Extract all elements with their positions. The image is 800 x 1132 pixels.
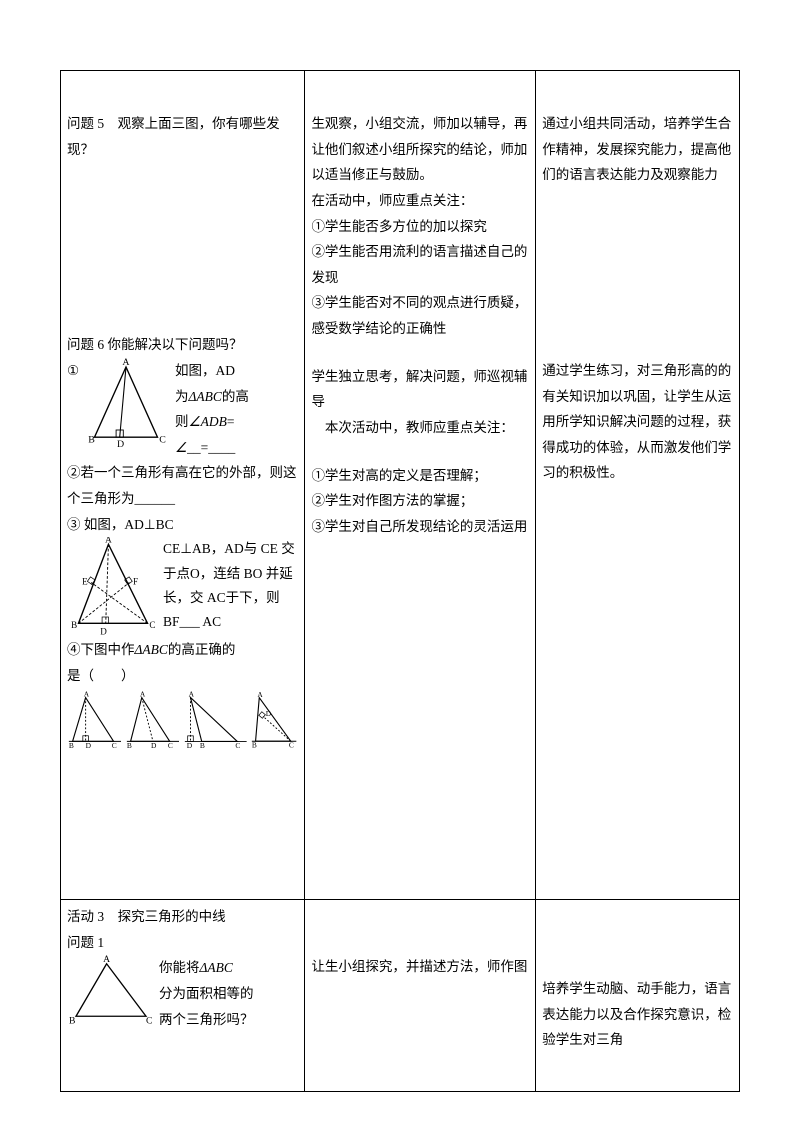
q6-item-2: ②若一个三角形有高在它的外部，则这个三角形为______ [67,460,298,511]
triangle-icon: A B C D [81,358,171,448]
svg-text:C: C [168,741,173,749]
option-b-icon: A B D C [125,689,181,749]
table-row: 问题 5 观察上面三图，你有哪些发现？ 问题 6 你能解决以下问题吗？ ① A … [61,71,740,900]
svg-text:A: A [105,537,112,544]
svg-text:B: B [69,1016,75,1026]
svg-text:B: B [127,741,132,749]
q1-block: A B C 你能将ΔABC 分为面积相等的 两个三角形吗？ [67,955,298,1032]
question-6: 问题 6 你能解决以下问题吗？ [67,332,298,358]
right-p1: 通过小组共同活动，培养学生合作精神，发展探究能力，提高他们的语言表达能力及观察能… [542,111,733,188]
lesson-plan-table: 问题 5 观察上面三图，你有哪些发现？ 问题 6 你能解决以下问题吗？ ① A … [60,70,740,1092]
mid-i3: ③学生能否对不同的观点进行质疑，感受数学结论的正确性 [311,290,529,341]
triangle-figure-1: A B C D [81,358,171,461]
mid2-i2: ②学生对作图方法的掌握； [311,488,529,514]
cell-mid-1: 生观察，小组交流，师加以辅导，再让他们叙述小组所探究的结论，师加以适当修正与鼓励… [305,71,536,900]
page: 问题 5 观察上面三图，你有哪些发现？ 问题 6 你能解决以下问题吗？ ① A … [0,0,800,1132]
question-5: 问题 5 观察上面三图，你有哪些发现？ [67,111,298,162]
svg-text:D: D [86,741,92,749]
mid2-p1: 学生独立思考，解决问题，师巡视辅导 [311,364,529,415]
svg-text:C: C [149,620,155,630]
svg-text:B: B [71,620,77,630]
svg-text:D: D [186,741,192,749]
q6-4-options: A B D C A B D C A D B [67,689,298,749]
svg-text:C: C [235,741,240,749]
svg-text:C: C [289,740,294,748]
mid-i2: ②学生能否用流利的语言描述自己的发现 [311,239,529,290]
mid-r2-p1: 让生小组探究，并描述方法，师作图 [311,954,529,980]
svg-text:F: F [133,577,138,587]
svg-text:B: B [69,741,74,749]
svg-text:A: A [140,689,146,698]
q6-item-4b: 是（ ） [67,663,298,689]
svg-text:C: C [159,435,166,446]
svg-text:A: A [122,358,130,368]
question-1: 问题 1 [67,930,298,956]
svg-text:A: A [103,955,110,965]
option-a-icon: A B D C [67,689,123,749]
q6-item-1: ① A B C D 如图，AD 为ΔABC的高 则∠ADB= ∠__=____ [67,358,298,461]
q6-item-3-fig: A B C D E F CE⊥AB，AD与 CE 交于点O，连结 BO 并延长，… [67,537,298,637]
svg-text:D: D [151,741,157,749]
svg-text:D: D [117,439,124,448]
mid-p1: 生观察，小组交流，师加以辅导，再让他们叙述小组所探究的结论，师加以适当修正与鼓励… [311,111,529,188]
mid2-i1: ①学生对高的定义是否理解； [311,463,529,489]
svg-text:B: B [252,740,257,748]
cell-left-2: 活动 3 探究三角形的中线 问题 1 A B C 你能将ΔABC 分为面积相等的… [61,900,305,1092]
triangle-figure-2: A B C D E F [67,537,159,637]
q6-1-num: ① [67,358,81,461]
cell-right-2: 培养学生动脑、动手能力，语言表达能力以及合作探究意识，检验学生对三角 [536,900,740,1092]
mid-p2: 在活动中，师应重点关注： [311,188,529,214]
cell-right-1: 通过小组共同活动，培养学生合作精神，发展探究能力，提高他们的语言表达能力及观察能… [536,71,740,900]
svg-text:E: E [82,577,88,587]
svg-text:A: A [84,689,90,698]
right-r2-p1: 培养学生动脑、动手能力，语言表达能力以及合作探究意识，检验学生对三角 [542,976,733,1053]
svg-text:D: D [100,627,107,637]
mid2-p2: 本次活动中，教师应重点关注： [311,415,529,441]
q6-item-4: ④下图中作ΔABC的高正确的 [67,637,298,663]
svg-text:D: D [266,709,272,718]
svg-text:A: A [188,689,194,698]
svg-text:C: C [112,741,117,749]
svg-text:B: B [200,741,205,749]
triangle-ortho-icon: A B C D E F [67,537,159,637]
q6-3-text: CE⊥AB，AD与 CE 交于点O，连结 BO 并延长，交 AC于下，则 BF_… [163,537,298,637]
q6-item-3: ③ 如图，AD⊥BC [67,512,298,538]
mid2-i3: ③学生对自己所发现结论的灵活运用 [311,514,529,540]
right2-p1: 通过学生练习，对三角形高的的有关知识加以巩固，让学生从运用所学知识解决问题的过程… [542,358,733,486]
svg-text:B: B [88,435,95,446]
triangle-plain-icon: A B C [67,955,155,1025]
cell-left-1: 问题 5 观察上面三图，你有哪些发现？ 问题 6 你能解决以下问题吗？ ① A … [61,71,305,900]
q6-1-text: 如图，AD 为ΔABC的高 则∠ADB= ∠__=____ [175,358,298,461]
table-row: 活动 3 探究三角形的中线 问题 1 A B C 你能将ΔABC 分为面积相等的… [61,900,740,1092]
mid-i1: ①学生能否多方位的加以探究 [311,214,529,240]
cell-mid-2: 让生小组探究，并描述方法，师作图 [305,900,536,1092]
triangle-figure-3: A B C [67,955,155,1032]
option-c-icon: A D B C [183,689,249,749]
q1-text: 你能将ΔABC 分为面积相等的 两个三角形吗？ [159,955,298,1032]
svg-text:A: A [258,689,264,698]
svg-text:C: C [146,1016,152,1026]
activity-3: 活动 3 探究三角形的中线 [67,904,298,930]
option-d-icon: A D B C [250,689,298,749]
